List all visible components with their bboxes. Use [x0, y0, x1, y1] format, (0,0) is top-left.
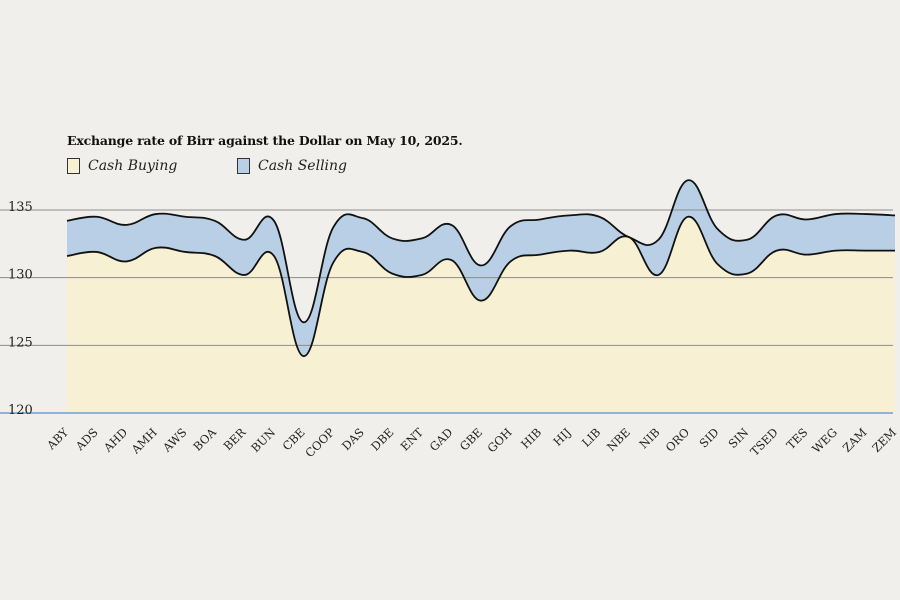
chart-title: Exchange rate of Birr against the Dollar… [67, 133, 463, 148]
x-tick-label: AWS [159, 425, 189, 455]
x-tick-label: GAD [427, 425, 456, 454]
x-tick-label: DBE [368, 425, 396, 453]
x-tick-label: BER [221, 425, 249, 453]
x-tick-label: TSED [747, 425, 780, 458]
x-tick-label: LIB [579, 425, 603, 449]
x-tick-label: ZEM [869, 425, 899, 455]
x-tick-label: DAS [339, 425, 367, 453]
x-tick-label: WEG [809, 425, 840, 456]
x-tick-label: ZAM [840, 425, 870, 455]
legend-cash-selling: Cash Selling [237, 158, 347, 174]
legend-swatch-cash-buying [67, 158, 80, 174]
x-tick-label: BOA [190, 425, 219, 454]
x-tick-label: NBE [604, 425, 633, 454]
x-tick-label: NIB [636, 425, 662, 451]
x-tick-label: ENT [398, 425, 427, 454]
x-tick-label: ORO [663, 425, 692, 454]
x-tick-label: ADS [72, 425, 101, 454]
x-tick-label: BUN [248, 425, 278, 455]
x-tick-label: AMH [128, 425, 160, 457]
line-cash-buying [66, 215, 895, 358]
line-cash-selling [66, 179, 896, 324]
x-tick-label: HIJ [550, 425, 574, 449]
legend-label-cash-buying: Cash Buying [88, 158, 178, 174]
legend-label-cash-selling: Cash Selling [258, 158, 347, 174]
x-tick-label: COOP [302, 425, 337, 460]
x-tick-label: SID [696, 425, 721, 450]
x-tick-label: GBE [457, 425, 485, 453]
x-tick-label: AHD [100, 425, 130, 455]
y-tick-label: 135 [8, 200, 33, 215]
x-tick-label: SIN [725, 425, 751, 451]
x-tick-label: GOH [485, 425, 515, 455]
y-tick-label: 125 [8, 335, 33, 350]
legend-swatch-cash-selling [237, 158, 250, 174]
area-cash-buying [67, 216, 895, 413]
x-tick-label: HIB [518, 425, 544, 451]
legend-cash-buying: Cash Buying [67, 158, 177, 174]
x-tick-label: ABY [43, 425, 71, 453]
x-tick-label: TES [784, 425, 811, 452]
y-tick-label: 120 [8, 403, 33, 418]
y-tick-label: 130 [8, 268, 33, 283]
